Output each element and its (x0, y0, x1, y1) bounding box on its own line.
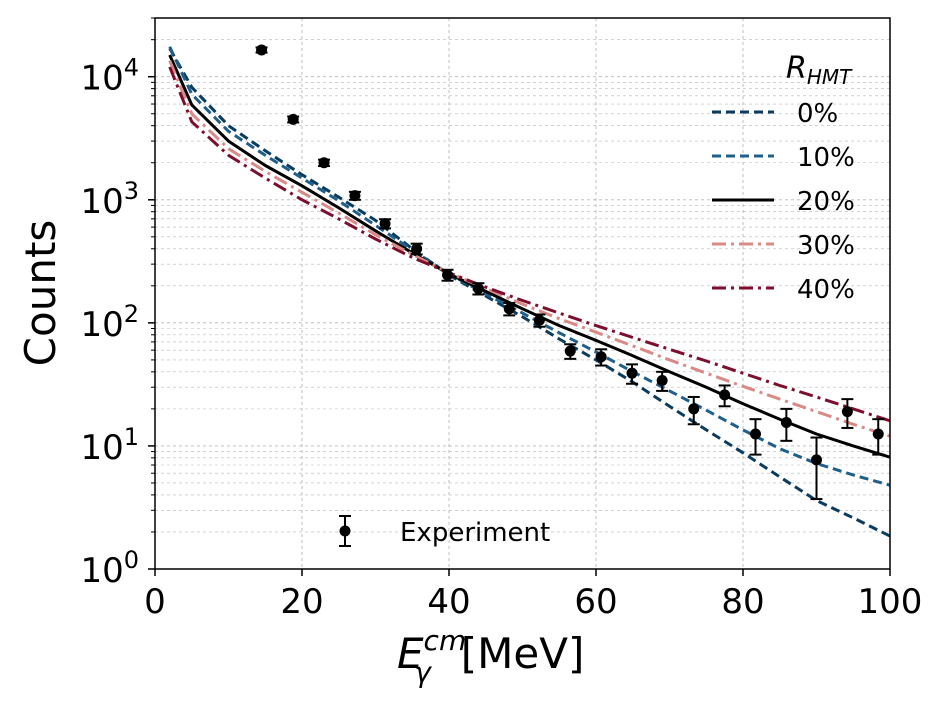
experiment-legend-marker (339, 525, 351, 537)
y-tick-label-base: 10 (80, 551, 123, 591)
y-tick-label-exp: 0 (124, 546, 139, 574)
legend-entries: 0% 10% 20% 30% 40% (712, 99, 855, 305)
experiment-legend: Experiment (339, 515, 550, 548)
experiment-point (533, 314, 545, 326)
x-tick-label: 60 (574, 582, 617, 622)
series-line (168, 46, 890, 487)
legend-title-sub: HMT (807, 65, 853, 89)
y-tick-label-exp: 4 (124, 54, 139, 82)
x-axis-label-sub: γ (414, 656, 432, 689)
y-tick-label: 100 (80, 546, 139, 591)
experiment-point (595, 351, 607, 363)
legend-label: 0% (797, 99, 838, 129)
experiment-point (472, 283, 484, 295)
experiment-point (656, 375, 668, 387)
x-tick-label: 100 (858, 582, 923, 622)
series-line (168, 60, 890, 438)
y-tick-label: 103 (80, 177, 139, 222)
legend-title-base: R (786, 51, 807, 86)
series-layer (168, 46, 890, 538)
x-axis-label-unit: [MeV] (461, 629, 585, 678)
y-axis-label: Counts (16, 220, 65, 367)
x-tick-label: 20 (280, 582, 323, 622)
experiment-point (749, 428, 761, 440)
experiment-point (719, 389, 731, 401)
experiment-point (349, 190, 361, 202)
experiment-legend-label: Experiment (400, 518, 550, 548)
grid-layer (154, 17, 891, 570)
plot-frame (154, 17, 891, 570)
y-tick-label: 102 (80, 300, 139, 345)
experiment-point (442, 269, 454, 281)
legend-label: 20% (797, 187, 855, 217)
series-line (168, 66, 890, 423)
experiment-point (318, 157, 330, 169)
experiment-point (780, 417, 792, 429)
experiment-point (411, 243, 423, 255)
y-tick-label: 104 (80, 54, 139, 99)
y-tick-label-base: 10 (80, 305, 123, 345)
y-tick-label-base: 10 (80, 59, 123, 99)
experiment-point (841, 406, 853, 418)
x-axis-label-base: E (397, 629, 424, 678)
y-tick-label-exp: 2 (124, 300, 139, 328)
series-line (168, 47, 890, 538)
y-tick-label-base: 10 (80, 182, 123, 222)
legend-label: 30% (797, 231, 855, 261)
experiment-point (379, 218, 391, 230)
legend-label: 10% (797, 143, 855, 173)
experiment-layer (255, 44, 885, 501)
legend-title: RHMT (786, 51, 853, 89)
y-tick-label-exp: 3 (124, 177, 139, 205)
experiment-point (811, 454, 822, 466)
x-tick-label: 80 (721, 582, 764, 622)
y-tick-label-exp: 1 (124, 423, 139, 451)
experiment-point (256, 44, 268, 56)
experiment-point (872, 428, 884, 440)
experiment-point (287, 113, 299, 125)
x-tick-label: 0 (144, 582, 166, 622)
legend-label: 40% (797, 275, 855, 305)
y-tick-label-base: 10 (80, 428, 123, 468)
y-tick-label: 101 (80, 423, 139, 468)
experiment-point (503, 303, 515, 315)
experiment-point (688, 403, 700, 415)
x-axis-label: Ecm γ [MeV] (397, 624, 584, 689)
experiment-point (564, 345, 576, 357)
x-axis-label-sup: cm (424, 624, 467, 657)
legend: RHMT 0% 10% 20% 30% 40% (712, 51, 855, 305)
series-line (168, 54, 890, 459)
x-tick-label: 40 (427, 582, 470, 622)
experiment-point (626, 367, 638, 379)
